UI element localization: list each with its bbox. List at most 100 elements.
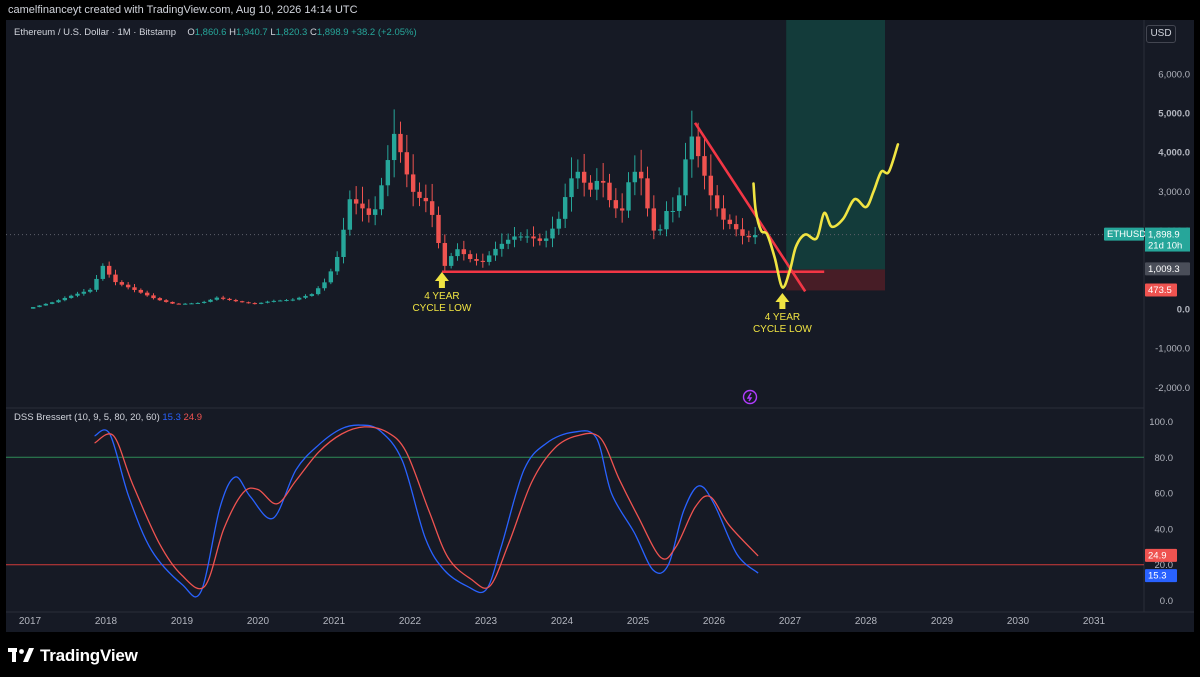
candle-body	[505, 239, 511, 244]
candle-body	[429, 201, 435, 215]
up-arrow-icon	[434, 272, 449, 288]
stop-zone[interactable]	[786, 269, 885, 291]
target-zone[interactable]	[786, 20, 885, 270]
price-tick-label: 4,000.0	[1158, 148, 1190, 159]
entry-price-badge-text: 1,009.3	[1148, 264, 1180, 275]
time-tick-label: 2022	[399, 616, 422, 627]
candle-body	[391, 133, 397, 161]
candle-body	[683, 159, 688, 196]
candle-body	[239, 301, 245, 303]
candle-body	[417, 191, 422, 198]
icon-ring	[742, 389, 758, 405]
candle-body	[632, 171, 638, 183]
candle-body	[442, 243, 448, 266]
downtrend-line[interactable]	[693, 122, 807, 293]
candle-body	[410, 174, 416, 192]
candle-body	[246, 302, 251, 304]
candle-body	[385, 160, 391, 186]
candle-body	[189, 303, 194, 305]
candle-body	[455, 249, 460, 257]
candle-body	[588, 182, 593, 190]
candle-body	[87, 289, 93, 292]
candle-body	[512, 236, 517, 240]
candle-body	[360, 203, 365, 209]
stop-price-badge-text: 473.5	[1148, 285, 1172, 296]
candle-body	[676, 195, 682, 211]
footer-bar	[0, 632, 1200, 677]
price-tick-label: 6,000.0	[1158, 69, 1190, 80]
candle-body	[258, 302, 264, 304]
candle-body	[328, 271, 334, 283]
candle-body	[296, 297, 302, 300]
price-legend: Ethereum / U.S. Dollar · 1M · Bitstamp O…	[14, 27, 417, 38]
price-tick-label: 0.0	[1177, 305, 1190, 316]
candle-body	[448, 256, 454, 266]
countdown-text: 21d 10h	[1148, 241, 1182, 252]
candle-body	[626, 182, 631, 211]
candle-body	[303, 295, 308, 298]
candle-body	[461, 249, 467, 255]
candle-body	[75, 293, 80, 296]
candle-body	[537, 238, 543, 241]
price-tick-label: 5,000.0	[1158, 109, 1190, 120]
candle-body	[689, 136, 695, 160]
tradingview-logo: TradingView	[8, 646, 138, 666]
high-value: 1,940.7	[235, 27, 268, 38]
osc-tick-label: 100.0	[1149, 417, 1173, 428]
osc-blue-badge-bg	[1145, 569, 1177, 583]
projection-path[interactable]	[752, 143, 900, 289]
price-tick-label: -1,000.0	[1155, 344, 1190, 355]
top-attribution-bar: camelfinanceyt created with TradingView.…	[0, 0, 1200, 20]
change-value: +38.2 (+2.05%)	[351, 27, 417, 38]
close-value: 1,898.9	[316, 27, 349, 38]
candle-body	[474, 259, 479, 261]
candle-body	[543, 238, 549, 241]
price-tick-label: -2,000.0	[1155, 383, 1190, 394]
symbol-badge-text: ETHUSD	[1107, 229, 1146, 240]
osc-blue-badge: 15.3	[1145, 569, 1177, 583]
candle-body	[486, 255, 492, 262]
candle-body	[113, 274, 118, 283]
candle-body	[714, 195, 720, 209]
candle-body	[62, 297, 68, 301]
high-label: H	[229, 27, 236, 38]
candle-body	[752, 235, 758, 238]
osc-tick-label: 0.0	[1160, 596, 1173, 607]
candle-body	[56, 300, 61, 303]
time-tick-label: 2017	[19, 616, 42, 627]
candle-body	[271, 300, 277, 302]
candle-body	[607, 182, 612, 201]
candle-body	[182, 303, 188, 305]
time-tick-label: 2018	[95, 616, 118, 627]
candle-body	[727, 219, 733, 225]
candle-body	[100, 265, 106, 279]
currency-button[interactable]: USD	[1146, 25, 1176, 43]
osc-tick-label: 60.0	[1155, 489, 1174, 500]
tradingview-logo-icon	[8, 648, 34, 664]
candle-body	[284, 300, 289, 302]
candle-body	[740, 229, 745, 236]
dss-red-line	[94, 426, 759, 590]
attribution-text: camelfinanceyt created with TradingView.…	[8, 4, 358, 16]
chart-background	[6, 20, 1194, 632]
candle-body	[49, 302, 55, 304]
candle-body	[81, 291, 87, 294]
time-tick-label: 2026	[703, 616, 726, 627]
candle-body	[214, 297, 220, 300]
candle-body	[366, 208, 372, 215]
open-value: 1,860.6	[194, 27, 227, 38]
candle-body	[436, 214, 441, 244]
symbol-badge-bg	[1104, 227, 1144, 241]
candle-body	[581, 171, 587, 183]
candle-body	[657, 229, 663, 231]
osc-tick-label: 40.0	[1155, 524, 1174, 535]
candle-body	[651, 208, 657, 231]
time-tick-label: 2025	[627, 616, 650, 627]
candle-body	[163, 300, 169, 302]
chart-area[interactable]: 4 YEAR CYCLE LOW 4 YEAR CYCLE LOW 6,000.0 5,…	[6, 20, 1194, 632]
candle-body	[575, 171, 581, 179]
candle-body	[480, 260, 486, 262]
cycle-low-label-line1: 4 YEAR	[424, 291, 459, 302]
low-label: L	[270, 27, 276, 38]
